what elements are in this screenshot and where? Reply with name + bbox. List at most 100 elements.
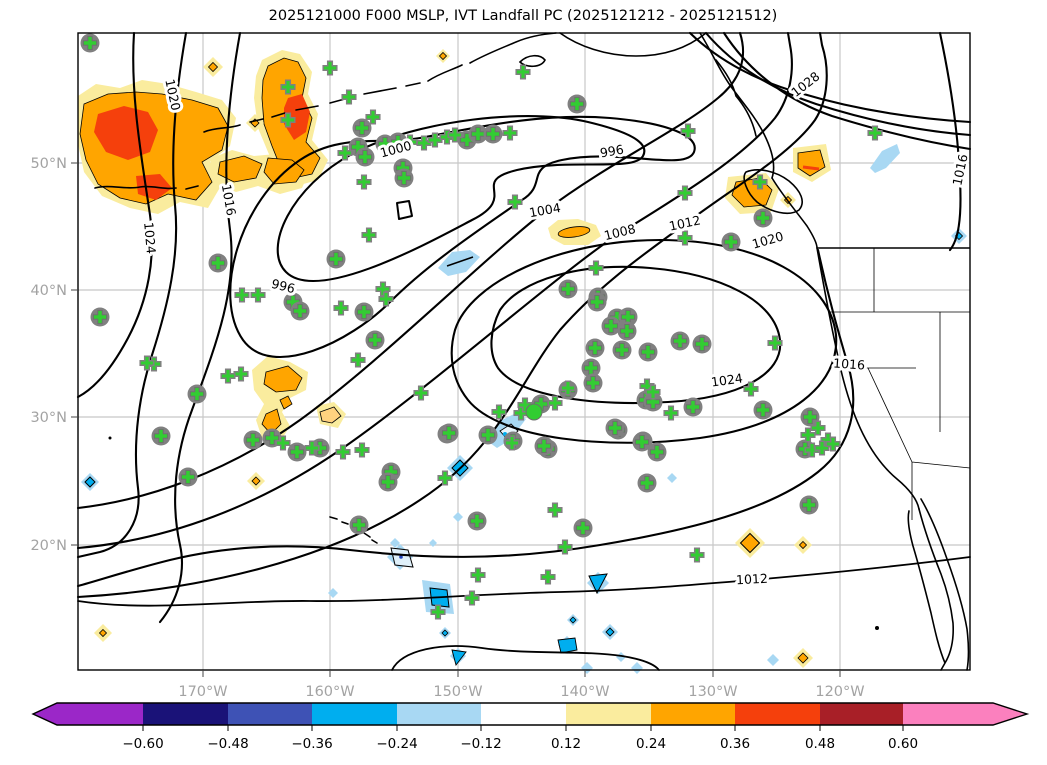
colorbar-segment (143, 703, 228, 725)
pc-anomaly-patch (569, 616, 577, 624)
colorbar-tick-label: 0.48 (805, 736, 835, 752)
pc-anomaly-fill-layer (78, 49, 967, 674)
pc-anomaly-patch (263, 365, 303, 393)
pc-anomaly-patch (581, 662, 593, 674)
pc-anomaly-patch (557, 637, 578, 654)
pc-plus-marker (515, 64, 531, 80)
pc-anomaly-patch (451, 649, 467, 666)
plus-icon (575, 520, 591, 536)
contour-label: 1012 (668, 212, 702, 233)
plus-icon (356, 304, 372, 320)
colorbar-tick-label: 0.36 (720, 736, 750, 752)
plus-icon (396, 170, 412, 186)
plus-icon (755, 402, 771, 418)
lon-tick-label: 120°W (815, 684, 864, 700)
pc-anomaly-patch (557, 226, 591, 238)
contour-1028-band-1 (688, 31, 972, 124)
plus-icon (289, 444, 305, 460)
pc-plus-marker (767, 335, 783, 351)
pc-anomaly-patch (429, 539, 437, 547)
colorbar-tick-label: 0.12 (551, 736, 581, 752)
plus-icon (640, 344, 656, 360)
colorbar-outline (31, 702, 1030, 726)
colorbar-arrow-left (33, 703, 57, 725)
pc-plus-marker (341, 89, 357, 105)
contour-1024-high (490, 265, 782, 405)
pc-anomaly-patch (261, 408, 282, 435)
plus-icon (377, 136, 393, 152)
pc-anomaly-patch (797, 652, 809, 664)
pc-anomaly-patch (616, 652, 626, 662)
plus-icon (723, 234, 739, 250)
pc-plus-marker (547, 395, 563, 411)
pc-plus-marker (335, 444, 351, 460)
pc-plus-marker (663, 405, 679, 421)
plus-icon (470, 126, 486, 142)
plus-icon (619, 323, 635, 339)
plus-icon (92, 309, 108, 325)
plus-icon (292, 303, 308, 319)
plus-icon (801, 497, 817, 513)
plus-icon (536, 438, 552, 454)
lat-tick-label: 40°N (30, 283, 67, 299)
plus-icon (351, 517, 367, 533)
colorbar-segment (57, 703, 143, 725)
colorbar-tick-label: 0.24 (636, 736, 666, 752)
pc-plus-marker (470, 567, 486, 583)
pc-plus-marker (139, 355, 155, 371)
pc-anomaly-patch (441, 629, 449, 637)
pacific-northwest-coast (771, 177, 818, 249)
plus-icon (649, 444, 665, 460)
pc-plus-marker (800, 427, 816, 443)
pc-plus-marker (356, 174, 372, 190)
plus-icon (533, 396, 549, 412)
colorbar-segment (228, 703, 312, 725)
pc-anomaly-patch (207, 61, 219, 73)
plus-icon (367, 332, 383, 348)
pc-plus-marker (437, 470, 453, 486)
colorbar-tick-label: −0.48 (207, 736, 248, 752)
plus-icon (210, 255, 226, 271)
pc-markers-layer (80, 33, 883, 620)
us-west-coast (816, 247, 920, 510)
pc-plus-marker (804, 442, 820, 458)
pc-plus-marker (825, 436, 841, 452)
pc-plus-marker (447, 127, 463, 143)
contour-1024-west (76, 31, 153, 399)
plus-icon (469, 513, 485, 529)
plus-icon (82, 35, 98, 51)
contour-right-edge (938, 31, 962, 252)
contour-1008 (76, 31, 793, 550)
plus-icon (485, 126, 501, 142)
lon-tick-label: 140°W (560, 684, 609, 700)
pc-plus-marker (220, 368, 236, 384)
pc-anomaly-dot (399, 555, 403, 559)
pc-anomaly-patch (84, 476, 96, 488)
pc-plus-marker (547, 502, 563, 518)
plus-icon (607, 420, 623, 436)
contour-1020-high (450, 238, 838, 444)
pc-plus-marker (322, 60, 338, 76)
pc-plus-marker (491, 404, 507, 420)
colorbar-tick-label: 0.60 (888, 736, 918, 752)
contour-996-inner (396, 200, 413, 220)
pc-anomaly-patch (328, 588, 338, 598)
pc-anomaly-streak (446, 256, 474, 267)
plus-icon (639, 475, 655, 491)
colorbar-segment (903, 703, 993, 725)
pc-plus-marker (502, 125, 518, 141)
axis-layer: 50°N 40°N 30°N 20°N 170°W 160°W 150°W 140°W 130°… (30, 156, 864, 700)
plus-icon (264, 430, 280, 446)
pc-plus-marker (540, 569, 556, 585)
pc-plus-marker (233, 366, 249, 382)
contour-label: 1004 (528, 200, 562, 220)
pc-plus-marker (337, 145, 353, 161)
aleutian-islands (94, 82, 421, 190)
pc-anomaly-patch (667, 473, 677, 483)
plus-icon (603, 318, 619, 334)
pc-plus-marker (427, 132, 443, 148)
contour-1012-diag (76, 31, 828, 599)
pc-anomaly-patch (739, 532, 761, 554)
map-border (77, 32, 971, 671)
